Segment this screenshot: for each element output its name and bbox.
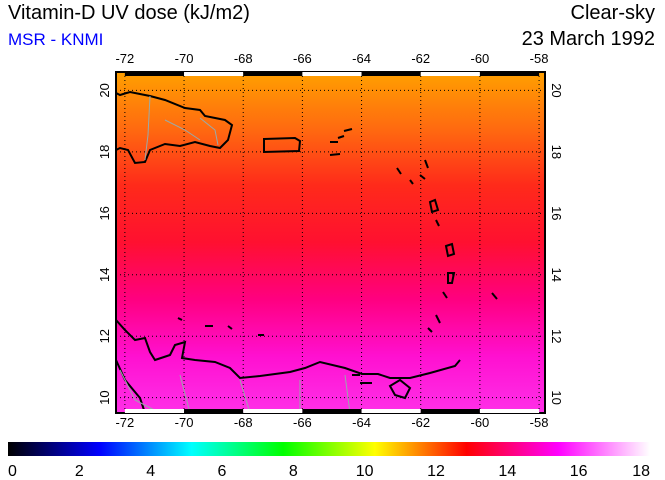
lat-tick-left: 16: [97, 206, 112, 220]
lesser-antilles: [396, 159, 498, 333]
colorbar-label: 2: [75, 463, 84, 480]
coastlines: [115, 90, 498, 414]
puerto-rico-coast: [263, 136, 302, 154]
lat-tick-left: 12: [97, 329, 112, 343]
lat-tick-right: 10: [549, 390, 564, 404]
uv-field: [116, 72, 545, 413]
colorbar-labels: 0 2 4 6 8 10 12 14 16 18: [8, 463, 650, 480]
lat-tick-left: 20: [97, 83, 112, 97]
colorbar-label: 14: [498, 463, 516, 480]
map-title: Vitamin-D UV dose (kJ/m2): [8, 2, 250, 24]
lon-tick-top: -66: [293, 51, 312, 66]
lon-tick-bottom: -70: [175, 415, 194, 430]
lon-tick-bottom: -66: [293, 415, 312, 430]
lon-tick-top: -60: [471, 51, 490, 66]
lat-tick-right: 14: [549, 268, 564, 282]
frame-segments: [124, 72, 540, 413]
hispaniola-coast: [115, 90, 234, 165]
sky-mode-label: Clear-sky: [570, 2, 655, 24]
graticule: [116, 72, 545, 413]
colorbar-label: 10: [356, 463, 374, 480]
lat-tick-right: 20: [549, 83, 564, 97]
lon-tick-top: -64: [352, 51, 371, 66]
small-islands: [177, 317, 372, 384]
lon-tick-top: -62: [411, 51, 430, 66]
lon-tick-bottom: -60: [471, 415, 490, 430]
lon-tick-bottom: -62: [411, 415, 430, 430]
colorbar-label: 12: [427, 463, 445, 480]
colorbar-label: 0: [8, 463, 17, 480]
colorbar-label: 16: [570, 463, 588, 480]
date-label: 23 March 1992: [521, 28, 655, 50]
colorbar-label: 6: [218, 463, 227, 480]
lat-tick-right: 18: [549, 145, 564, 159]
lat-tick-right: 12: [549, 329, 564, 343]
lon-tick-bottom: -58: [530, 415, 549, 430]
lat-tick-left: 18: [97, 145, 112, 159]
lat-tick-right: 16: [549, 206, 564, 220]
lon-tick-top: -68: [234, 51, 253, 66]
colorbar-label: 4: [146, 463, 155, 480]
axis-tick-labels: -72 -72 -70 -70 -68 -68 -66 -66 -64 -64 -62 -62 -60 -…: [97, 51, 564, 430]
colorbar: [8, 442, 650, 456]
source-label: MSR - KNMI: [8, 30, 104, 49]
lon-tick-bottom: -64: [352, 415, 371, 430]
virgin-islands: [329, 128, 353, 156]
lat-tick-left: 14: [97, 268, 112, 282]
colorbar-label: 18: [632, 463, 650, 480]
lat-tick-left: 10: [97, 390, 112, 404]
lon-tick-top: -72: [115, 51, 134, 66]
borders: [119, 95, 351, 414]
lon-tick-top: -58: [530, 51, 549, 66]
lon-tick-bottom: -72: [115, 415, 134, 430]
lon-tick-bottom: -68: [234, 415, 253, 430]
colorbar-label: 8: [289, 463, 298, 480]
lon-tick-top: -70: [175, 51, 194, 66]
